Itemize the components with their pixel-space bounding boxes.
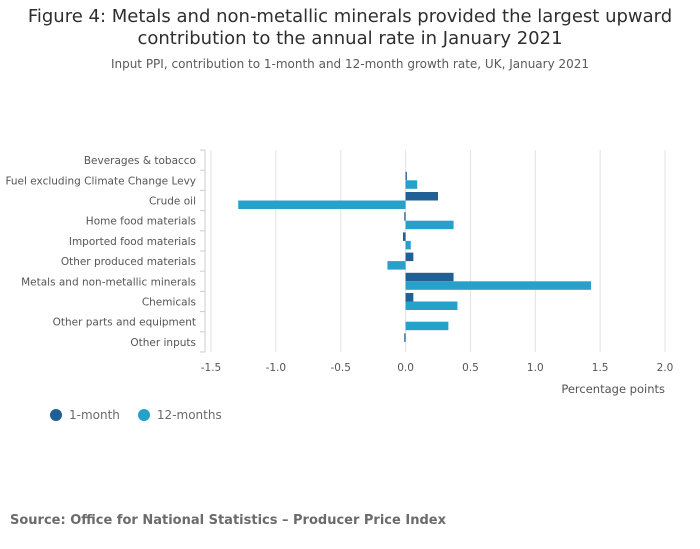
- legend-label-1-month: 1-month: [69, 408, 120, 422]
- legend-swatch-1-month: [50, 409, 62, 421]
- legend-swatch-12-months: [137, 409, 150, 421]
- legend-item-1-month[interactable]: 1-month: [50, 408, 120, 422]
- chart-title-line-1: Figure 4: Metals and non-metallic minera…: [27, 6, 673, 27]
- bar-1-month: [404, 333, 406, 342]
- x-tick-label: 1.0: [527, 362, 544, 374]
- bar-1-month: [405, 192, 438, 201]
- y-category-label: Other produced materials: [61, 256, 196, 268]
- bar-1-month: [402, 232, 406, 241]
- bar-12-months: [405, 281, 592, 290]
- bar-12-months: [405, 301, 458, 310]
- bar-1-month: [405, 171, 407, 181]
- bar-1-month: [404, 212, 406, 221]
- bar-1-month: [405, 272, 454, 282]
- legend-item-12-months[interactable]: 12-months: [137, 408, 222, 422]
- bar-1-month: [405, 252, 414, 262]
- x-tick-label: -1.0: [266, 362, 287, 374]
- bar-1-month: [405, 293, 414, 302]
- bar-12-months: [405, 240, 411, 250]
- y-category-label: Other inputs: [130, 337, 196, 349]
- x-tick-label: -0.5: [330, 362, 351, 374]
- chart-subtitle: Input PPI, contribution to 1-month and 1…: [110, 57, 590, 71]
- bar-12-months: [387, 261, 406, 270]
- chart-title: Figure 4: Metals and non-metallic minera…: [0, 6, 700, 50]
- legend: 1-month 12-months: [50, 408, 222, 422]
- source-note: Source: Office for National Statistics –…: [10, 513, 446, 528]
- y-category-label: Fuel excluding Climate Change Levy: [5, 175, 196, 187]
- y-category-label: Beverages & tobacco: [84, 155, 196, 167]
- bar-12-months: [405, 180, 418, 189]
- y-category-label: Crude oil: [149, 196, 196, 208]
- x-tick-label: 1.5: [592, 362, 609, 374]
- y-category-label: Other parts and equipment: [53, 317, 196, 329]
- x-axis-title: Percentage points: [561, 382, 665, 396]
- x-tick-label: -1.5: [201, 362, 222, 374]
- bar-12-months: [238, 200, 406, 209]
- x-tick-label: 0.5: [462, 362, 479, 374]
- legend-label-12-months: 12-months: [156, 408, 222, 422]
- x-tick-label: 0.0: [397, 362, 414, 374]
- x-tick-label: 2.0: [657, 362, 674, 374]
- y-category-label: Chemicals: [142, 297, 196, 309]
- chart-title-line-2: contribution to the annual rate in Janua…: [137, 28, 563, 49]
- y-category-label: Home food materials: [86, 216, 196, 228]
- y-category-label: Metals and non-metallic minerals: [21, 276, 196, 288]
- y-category-label: Imported food materials: [69, 236, 196, 248]
- bar-12-months: [405, 220, 454, 230]
- bar-12-months: [405, 321, 449, 331]
